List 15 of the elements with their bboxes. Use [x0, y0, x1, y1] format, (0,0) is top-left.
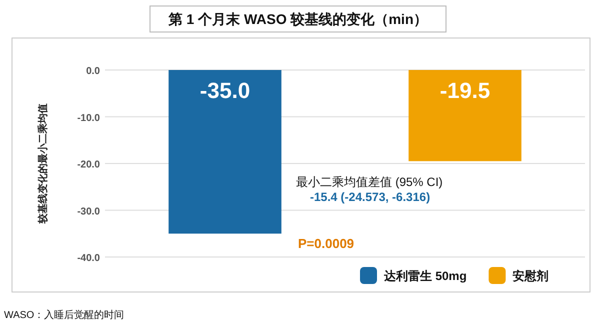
- data-label: -35.0: [200, 78, 250, 103]
- annotation: -15.4 (-24.573, -6.316): [310, 190, 430, 204]
- chart-title: 第 1 个月末 WASO 较基线的变化（min）: [167, 11, 428, 27]
- text: WASO：入睡后觉醒的时间: [4, 309, 124, 321]
- legend-label: 达利雷生 50mg: [383, 269, 467, 283]
- y-tick-label: -30.0: [77, 206, 100, 218]
- y-tick-label: -20.0: [77, 160, 100, 170]
- y-tick-label: 0.0: [86, 66, 100, 77]
- y-axis-title: 较基线变化的最小二乘均值: [37, 104, 49, 224]
- y-tick-label: -10.0: [77, 112, 100, 124]
- data-label: -19.5: [440, 78, 490, 103]
- y-tick-label: -40.0: [77, 253, 100, 264]
- annotation: 最小二乘均值差值 (95% CI): [296, 175, 443, 189]
- legend-label: 安慰剂: [512, 269, 549, 283]
- annotation: P=0.0009: [298, 236, 354, 251]
